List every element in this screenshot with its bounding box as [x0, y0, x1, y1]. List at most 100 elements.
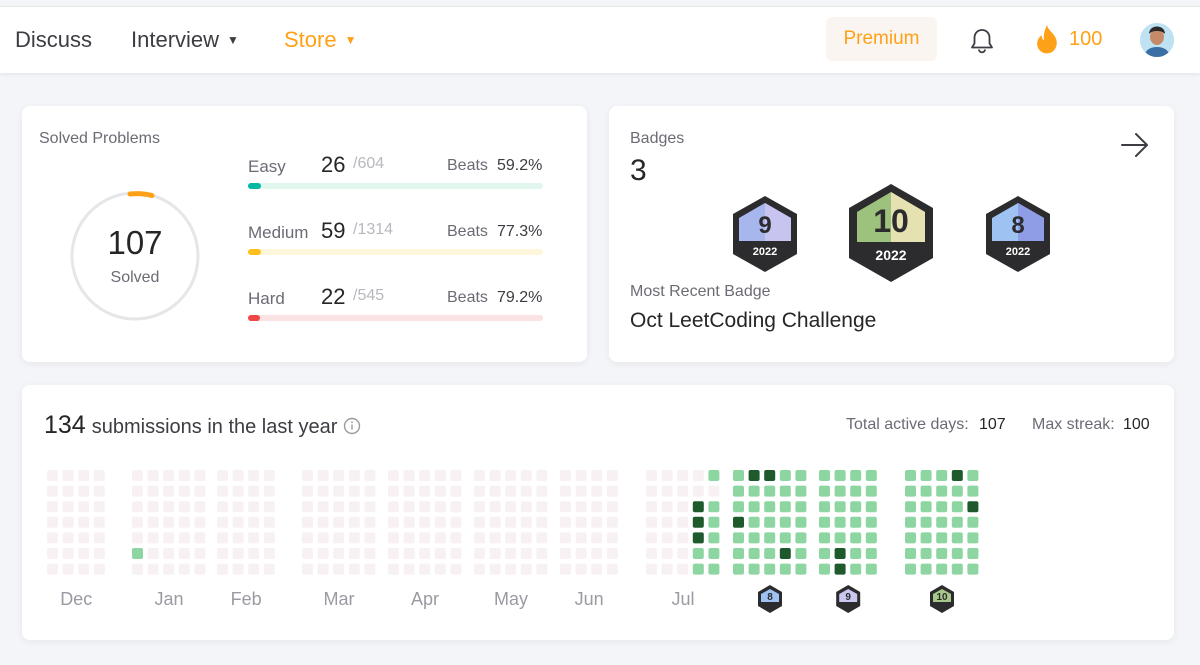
heatmap-day-cell[interactable]	[536, 548, 548, 559]
heatmap-day-cell[interactable]	[951, 485, 963, 497]
heatmap-day-cell[interactable]	[661, 516, 673, 528]
heatmap-day-cell[interactable]	[93, 470, 105, 481]
heatmap-day-cell[interactable]	[708, 532, 720, 544]
nav-interview[interactable]: Interview ▼	[131, 27, 239, 53]
heatmap-day-cell[interactable]	[147, 563, 159, 575]
heatmap-day-cell[interactable]	[850, 563, 862, 575]
heatmap-day-cell[interactable]	[661, 501, 673, 513]
heatmap-day-cell[interactable]	[795, 501, 807, 513]
heatmap-day-cell[interactable]	[733, 532, 744, 544]
heatmap-day-cell[interactable]	[333, 516, 345, 528]
heatmap-day-cell[interactable]	[936, 563, 948, 575]
heatmap-day-cell[interactable]	[263, 485, 275, 497]
heatmap-day-cell[interactable]	[217, 501, 228, 513]
heatmap-day-cell[interactable]	[217, 470, 228, 481]
heatmap-day-cell[interactable]	[132, 470, 143, 481]
heatmap-day-cell[interactable]	[575, 516, 587, 528]
heatmap-day-cell[interactable]	[388, 485, 399, 497]
heatmap-day-cell[interactable]	[474, 563, 485, 575]
heatmap-day-cell[interactable]	[834, 548, 846, 559]
heatmap-day-cell[interactable]	[333, 563, 345, 575]
heatmap-day-cell[interactable]	[489, 548, 501, 559]
heatmap-day-cell[interactable]	[434, 548, 446, 559]
heatmap-day-cell[interactable]	[692, 485, 704, 497]
heatmap-day-cell[interactable]	[850, 470, 862, 481]
heatmap-day-cell[interactable]	[263, 532, 275, 544]
heatmap-day-cell[interactable]	[764, 563, 776, 575]
heatmap-day-cell[interactable]	[364, 532, 376, 544]
heatmap-day-cell[interactable]	[733, 563, 744, 575]
heatmap-day-cell[interactable]	[606, 548, 618, 559]
heatmap-day-cell[interactable]	[692, 532, 704, 544]
heatmap-day-cell[interactable]	[764, 532, 776, 544]
heatmap-day-cell[interactable]	[591, 501, 603, 513]
heatmap-day-cell[interactable]	[505, 532, 517, 544]
heatmap-day-cell[interactable]	[132, 516, 143, 528]
heatmap-day-cell[interactable]	[147, 485, 159, 497]
heatmap-day-cell[interactable]	[819, 532, 830, 544]
heatmap-day-cell[interactable]	[419, 548, 431, 559]
heatmap-day-cell[interactable]	[505, 501, 517, 513]
heatmap-day-cell[interactable]	[248, 485, 260, 497]
heatmap-day-cell[interactable]	[733, 501, 744, 513]
premium-button[interactable]: Premium	[826, 17, 937, 61]
heatmap-day-cell[interactable]	[47, 485, 58, 497]
heatmap-day-cell[interactable]	[217, 485, 228, 497]
heatmap-day-cell[interactable]	[905, 485, 916, 497]
heatmap-day-cell[interactable]	[733, 470, 744, 481]
heatmap-day-cell[interactable]	[232, 485, 244, 497]
heatmap-day-cell[interactable]	[78, 485, 90, 497]
heatmap-day-cell[interactable]	[248, 501, 260, 513]
heatmap-day-cell[interactable]	[967, 516, 979, 528]
heatmap-day-cell[interactable]	[677, 470, 689, 481]
heatmap-day-cell[interactable]	[646, 485, 657, 497]
heatmap-day-cell[interactable]	[819, 470, 830, 481]
heatmap-day-cell[interactable]	[779, 532, 791, 544]
heatmap-day-cell[interactable]	[333, 501, 345, 513]
heatmap-day-cell[interactable]	[132, 563, 143, 575]
heatmap-day-cell[interactable]	[62, 548, 74, 559]
heatmap-day-cell[interactable]	[364, 470, 376, 481]
heatmap-day-cell[interactable]	[850, 501, 862, 513]
heatmap-day-cell[interactable]	[178, 470, 190, 481]
heatmap-day-cell[interactable]	[147, 532, 159, 544]
heatmap-day-cell[interactable]	[677, 532, 689, 544]
heatmap-day-cell[interactable]	[850, 548, 862, 559]
heatmap-day-cell[interactable]	[403, 516, 415, 528]
heatmap-day-cell[interactable]	[865, 563, 877, 575]
heatmap-day-cell[interactable]	[163, 516, 175, 528]
heatmap-day-cell[interactable]	[764, 470, 776, 481]
heatmap-day-cell[interactable]	[474, 516, 485, 528]
heatmap-day-cell[interactable]	[348, 501, 360, 513]
heatmap-day-cell[interactable]	[606, 501, 618, 513]
heatmap-day-cell[interactable]	[677, 516, 689, 528]
heatmap-day-cell[interactable]	[748, 516, 760, 528]
heatmap-day-cell[interactable]	[450, 548, 462, 559]
heatmap-day-cell[interactable]	[905, 548, 916, 559]
heatmap-day-cell[interactable]	[302, 485, 313, 497]
heatmap-day-cell[interactable]	[692, 470, 704, 481]
heatmap-day-cell[interactable]	[795, 548, 807, 559]
heatmap-day-cell[interactable]	[194, 563, 206, 575]
heatmap-day-cell[interactable]	[62, 485, 74, 497]
heatmap-day-cell[interactable]	[474, 501, 485, 513]
heatmap-day-cell[interactable]	[78, 516, 90, 528]
heatmap-day-cell[interactable]	[575, 470, 587, 481]
heatmap-day-cell[interactable]	[147, 548, 159, 559]
heatmap-day-cell[interactable]	[132, 532, 143, 544]
heatmap-day-cell[interactable]	[575, 532, 587, 544]
heatmap-day-cell[interactable]	[348, 485, 360, 497]
heatmap-day-cell[interactable]	[591, 516, 603, 528]
heatmap-day-cell[interactable]	[764, 485, 776, 497]
heatmap-day-cell[interactable]	[388, 548, 399, 559]
heatmap-day-cell[interactable]	[403, 470, 415, 481]
heatmap-day-cell[interactable]	[474, 470, 485, 481]
heatmap-day-cell[interactable]	[505, 563, 517, 575]
heatmap-day-cell[interactable]	[163, 485, 175, 497]
heatmap-day-cell[interactable]	[450, 563, 462, 575]
heatmap-day-cell[interactable]	[708, 501, 720, 513]
heatmap-day-cell[interactable]	[450, 532, 462, 544]
heatmap-day-cell[interactable]	[450, 470, 462, 481]
heatmap-day-cell[interactable]	[263, 470, 275, 481]
heatmap-day-cell[interactable]	[646, 563, 657, 575]
